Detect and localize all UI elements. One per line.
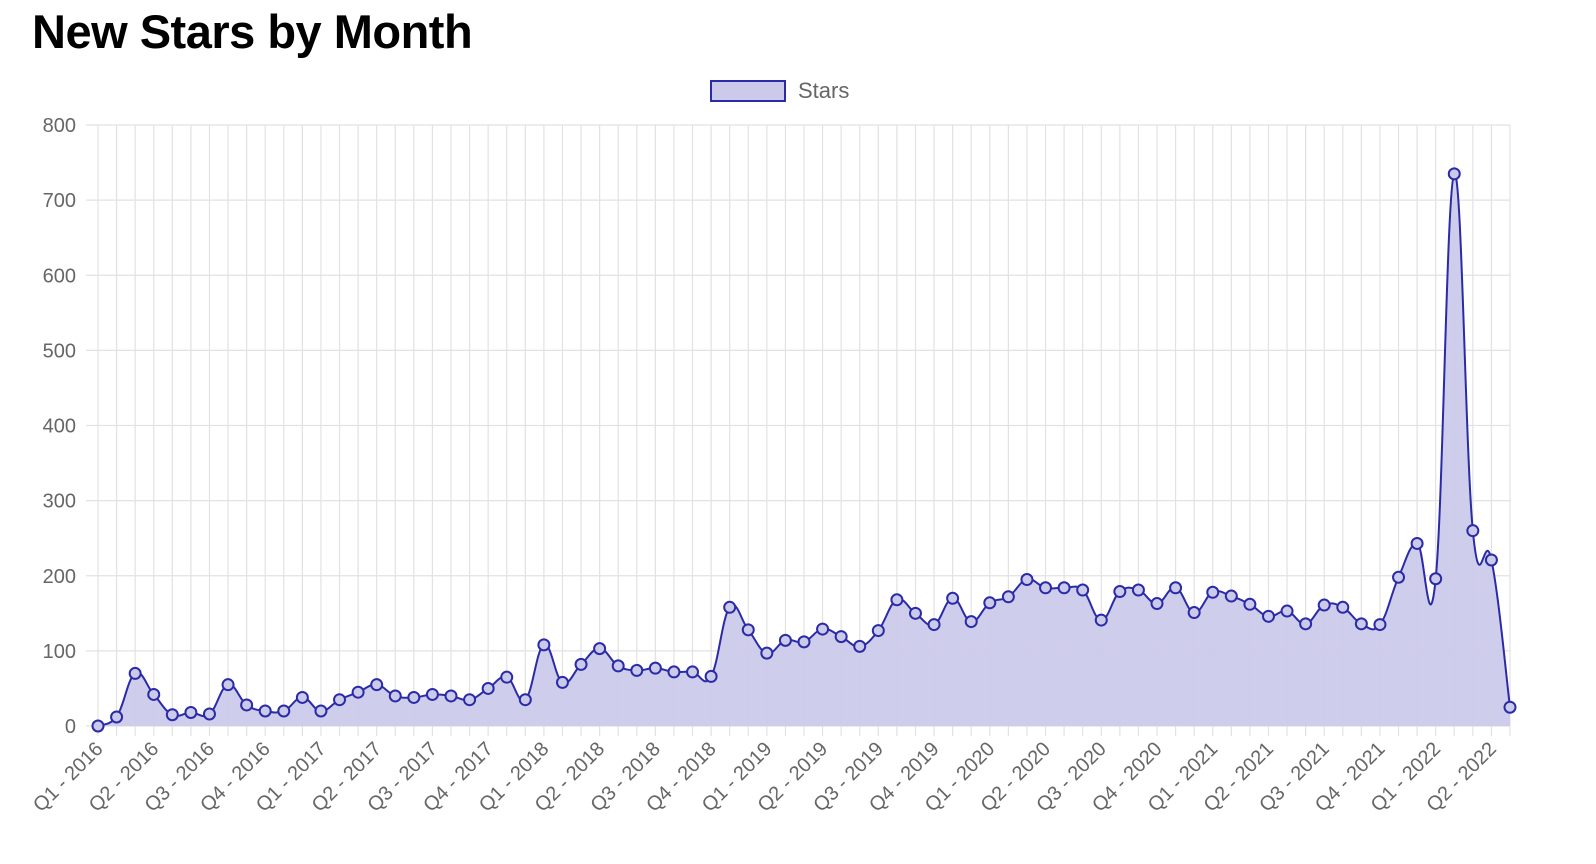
grid-lines — [86, 124, 1511, 736]
data-point — [1039, 581, 1053, 595]
data-point — [890, 593, 904, 607]
data-point — [704, 669, 718, 683]
data-point — [481, 681, 495, 695]
data-point — [1020, 573, 1034, 587]
data-point — [351, 685, 365, 699]
y-axis-ticks: 0 100 200 300 400 500 600 700 800 — [43, 115, 76, 738]
data-point — [927, 618, 941, 632]
data-point — [1447, 167, 1461, 181]
data-point — [630, 663, 644, 677]
data-point — [983, 596, 997, 610]
data-point — [1057, 581, 1071, 595]
stars-points — [91, 167, 1517, 733]
data-point — [147, 687, 161, 701]
data-point — [611, 659, 625, 673]
data-point — [593, 642, 607, 656]
data-point — [1094, 613, 1108, 627]
y-tick-label: 200 — [43, 566, 76, 588]
data-point — [555, 675, 569, 689]
data-point — [741, 623, 755, 637]
data-point — [221, 678, 235, 692]
data-point — [1113, 585, 1127, 599]
data-point — [1280, 604, 1294, 618]
data-point — [871, 624, 885, 638]
y-tick-label: 300 — [43, 491, 76, 513]
y-tick-label: 800 — [43, 115, 76, 137]
data-point — [574, 657, 588, 671]
data-point — [165, 708, 179, 722]
page-title: New Stars by Month — [32, 5, 473, 58]
data-point — [1392, 570, 1406, 584]
data-point — [1429, 572, 1443, 586]
data-point — [407, 690, 421, 704]
legend-swatch-stars — [710, 80, 786, 102]
data-point — [723, 600, 737, 614]
data-point — [853, 639, 867, 653]
data-point — [760, 646, 774, 660]
data-point — [1373, 618, 1387, 632]
data-point — [537, 638, 551, 652]
data-point — [1150, 597, 1164, 611]
y-tick-label: 400 — [43, 416, 76, 438]
data-point — [1299, 617, 1313, 631]
y-tick-label: 500 — [43, 340, 76, 362]
data-point — [964, 615, 978, 629]
y-tick-label: 700 — [43, 190, 76, 212]
data-point — [908, 606, 922, 620]
legend-label-stars: Stars — [798, 78, 850, 103]
data-point — [1206, 585, 1220, 599]
data-point — [240, 698, 254, 712]
data-point — [128, 666, 142, 680]
data-point — [184, 705, 198, 719]
data-point — [1131, 583, 1145, 597]
data-point — [1317, 598, 1331, 612]
y-tick-label: 0 — [65, 716, 76, 738]
data-point — [1503, 700, 1517, 714]
data-point — [667, 665, 681, 679]
data-point — [1224, 589, 1238, 603]
data-point — [1336, 600, 1350, 614]
data-point — [110, 710, 124, 724]
data-point — [333, 693, 347, 707]
data-point — [1169, 581, 1183, 595]
data-point — [277, 704, 291, 718]
data-point — [834, 630, 848, 644]
data-point — [797, 635, 811, 649]
data-point — [388, 689, 402, 703]
y-tick-label: 600 — [43, 265, 76, 287]
data-point — [500, 670, 514, 684]
y-tick-label: 100 — [43, 641, 76, 663]
data-point — [314, 704, 328, 718]
data-point — [1466, 524, 1480, 538]
data-point — [425, 687, 439, 701]
data-point — [444, 689, 458, 703]
data-point — [1354, 617, 1368, 631]
data-point — [686, 665, 700, 679]
data-point — [202, 707, 216, 721]
data-point — [648, 661, 662, 675]
stars-area-fill — [98, 173, 1510, 726]
data-point — [1001, 590, 1015, 604]
data-point — [370, 678, 384, 692]
legend[interactable]: Stars — [710, 78, 849, 104]
data-point — [1187, 606, 1201, 620]
data-point — [1484, 553, 1498, 567]
data-point — [91, 719, 105, 733]
data-point — [1410, 536, 1424, 550]
data-point — [946, 591, 960, 605]
data-point — [518, 693, 532, 707]
data-point — [1261, 609, 1275, 623]
data-point — [778, 633, 792, 647]
data-point — [816, 622, 830, 636]
data-point — [463, 693, 477, 707]
data-point — [295, 690, 309, 704]
data-point — [1076, 583, 1090, 597]
data-point — [258, 704, 272, 718]
data-point — [1243, 597, 1257, 611]
